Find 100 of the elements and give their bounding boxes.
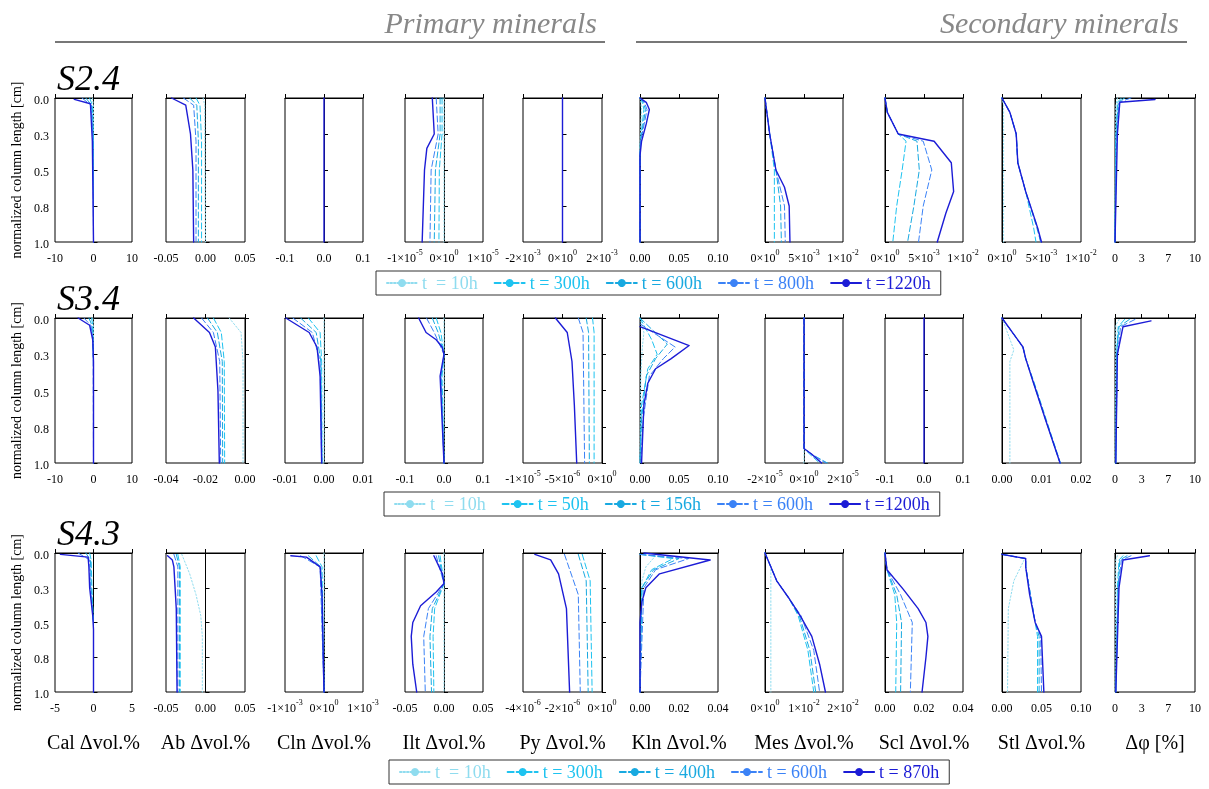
legend-label: t = 300h [542,762,603,782]
y-tick-label: 0.5 [34,165,49,179]
x-axis-title: Cln Δvol.% [277,731,371,753]
y-tick-label: 0.8 [34,652,49,667]
x-tick-label: 0.04 [952,701,974,715]
x-tick-label: 10 [1189,472,1201,486]
x-axis-title: Py Δvol.% [519,731,606,754]
x-tick-label: 0.00 [629,472,651,486]
x-axis-title: Ab Δvol.% [160,731,251,753]
x-tick-label: 3 [1138,472,1145,486]
legend-label: t = 10h [430,494,486,514]
legend-label: t =1220h [866,273,931,293]
x-tick-label: 0 [1112,701,1118,715]
x-tick-label: 0.05 [234,701,256,715]
legend-label: t = 400h [654,762,715,782]
legend-label: t =1200h [865,494,930,514]
x-tick-label: 10 [1189,251,1201,265]
legend-label: t = 800h [753,273,815,293]
y-tick-label: 1.0 [34,687,49,701]
x-tick-label: -0.05 [392,701,418,715]
y-tick-label: 0.0 [34,548,49,562]
x-axis-title: Stl Δvol.% [997,731,1086,753]
x-tick-label: 10 [1189,701,1201,715]
x-tick-label: -0.05 [153,251,179,265]
x-tick-label: 0.05 [234,251,256,265]
x-tick-label: 7 [1165,701,1172,715]
legend-label: t = 600h [641,273,702,293]
y-tick-label: 0.8 [34,421,49,436]
x-tick-label: 0.00 [234,472,256,486]
x-axis-title: Kln Δvol.% [631,731,727,753]
chart-title: S4.3 [57,513,120,553]
x-axis-title: Mes Δvol.% [754,731,854,753]
x-tick-label: 10 [126,472,138,486]
x-tick-label: -0.1 [275,251,295,265]
legend-label: t = 50h [537,494,589,514]
x-tick-label: -0.02 [193,472,218,486]
x-tick-label: 0.10 [707,251,729,265]
x-tick-label: 0.10 [707,472,729,486]
y-tick-label: 0.0 [34,93,49,107]
x-tick-label: -0.04 [153,472,179,486]
x-tick-label: 10 [126,251,138,265]
x-tick-label: 0.00 [629,251,651,265]
x-tick-label: 0.00 [195,251,216,265]
x-tick-label: 0.04 [707,701,729,715]
legend-label: t = 870h [879,762,940,782]
x-tick-label: 0.01 [1031,472,1052,486]
x-tick-label: 3 [1138,251,1145,265]
y-tick-label: 0.5 [34,385,49,400]
x-tick-label: 0.05 [1031,701,1052,715]
x-tick-label: 0.0 [436,472,452,486]
x-tick-label: 0.10 [1070,701,1092,715]
x-tick-label: 0.02 [1070,472,1092,486]
x-tick-label: 0.00 [195,701,216,715]
x-tick-label: 0.00 [991,472,1013,486]
x-tick-label: -10 [47,472,63,486]
legend-label: t = 156h [640,494,701,514]
text: Primary minerals [384,6,597,40]
x-tick-label: 0 [1112,472,1118,486]
x-tick-label: 3 [1138,701,1145,715]
x-tick-label: 0.1 [955,472,971,486]
x-tick-label: -0.05 [153,701,179,715]
x-tick-label: 0.00 [629,701,651,715]
chart-title: S2.4 [57,58,120,98]
x-tick-label: 0.00 [313,472,335,486]
x-tick-label: 7 [1165,472,1172,486]
x-tick-label: 0 [90,701,97,715]
y-tick-label: 0.8 [34,201,49,215]
y-axis-title: normalized column length [cm] [8,81,24,259]
x-axis-title: Δφ [%] [1125,731,1185,754]
x-tick-label: -0.1 [395,472,415,486]
x-tick-label: -0.1 [875,472,895,486]
x-tick-label: 0 [90,472,97,486]
x-tick-label: 0.00 [874,701,896,715]
y-tick-label: 0.3 [34,129,49,143]
x-tick-label: 5 [129,701,135,715]
x-tick-label: 0.00 [433,701,455,715]
x-tick-label: -10 [47,251,63,265]
y-axis-title: normalized column length [cm] [8,534,24,711]
x-tick-label: 0.0 [916,472,932,486]
legend-label: t = 300h [529,273,590,293]
x-tick-label: 0.01 [352,472,374,486]
x-axis-title: Ilt Δvol.% [402,731,486,753]
y-tick-label: 0.5 [34,617,49,632]
x-tick-label: 0.0 [316,251,332,265]
x-tick-label: 0.1 [355,251,371,265]
legend-label: t = 10h [435,762,491,782]
y-tick-label: 0.3 [34,582,49,597]
x-tick-label: 0 [90,251,97,265]
x-tick-label: 0.1 [475,472,491,486]
x-tick-label: -0.01 [272,472,298,486]
x-tick-label: 0.00 [991,701,1013,715]
x-tick-label: 0.05 [668,472,690,486]
x-tick-label: 0.05 [668,251,690,265]
y-tick-label: 1.0 [34,458,49,472]
y-axis-title: normalized column length [cm] [8,302,24,479]
legend-label: t = 600h [752,494,814,514]
chart-title: S3.4 [57,278,120,318]
x-tick-label: 0.05 [472,701,494,715]
x-tick-label: 7 [1165,251,1172,265]
x-tick-label: 0.02 [668,701,690,715]
